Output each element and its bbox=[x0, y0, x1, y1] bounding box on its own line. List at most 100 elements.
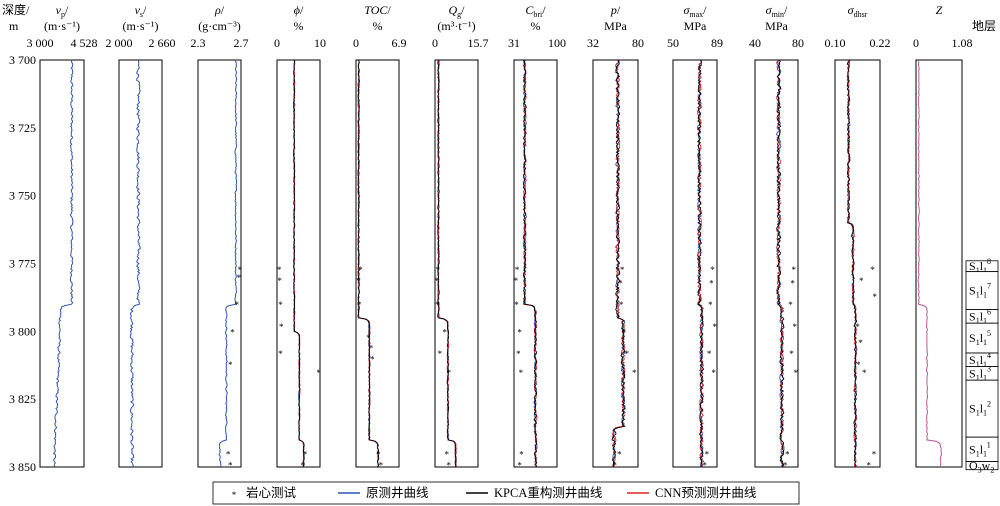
stratum-label: O3w2 bbox=[969, 459, 994, 475]
depth-unit-label: m bbox=[9, 19, 19, 33]
track-range-max: 89 bbox=[711, 36, 723, 50]
core-test-marker: * bbox=[862, 368, 867, 378]
legend-label: 原测井曲线 bbox=[366, 486, 429, 500]
legend-item: CNN预测测井曲线 bbox=[627, 486, 757, 500]
track-phi: ϕ/%0 10******** bbox=[274, 3, 326, 470]
track-range-max: 2.7 bbox=[234, 36, 249, 50]
core-test-marker: * bbox=[376, 449, 381, 459]
track-frame bbox=[434, 59, 479, 468]
core-test-marker: * bbox=[791, 265, 796, 275]
track-curves bbox=[611, 60, 626, 467]
track-vp: vp/(m·s⁻¹) 3 000 4 528 bbox=[27, 3, 98, 468]
legend-frame bbox=[212, 481, 800, 505]
core-test-marker: * bbox=[709, 278, 714, 288]
track-range-max: 80 bbox=[632, 36, 644, 50]
track-title: σmax/ bbox=[683, 3, 707, 19]
stratum-label: S1l12 bbox=[969, 400, 991, 418]
track-range-min: 50 bbox=[667, 36, 679, 50]
core-test-marker: * bbox=[434, 276, 439, 286]
core-test-marker: * bbox=[702, 460, 707, 470]
stratum-label: S1l14 bbox=[969, 351, 991, 369]
depth-axis: 深度/m 3 700 3 725 3 750 3 775 3 800 3 825 3 850 bbox=[2, 2, 36, 474]
stratum-box bbox=[965, 436, 999, 462]
track-range-max: 80 bbox=[792, 36, 804, 50]
legend-item: 原测井曲线 bbox=[338, 486, 429, 500]
depth-tick-label: 3 700 bbox=[9, 53, 36, 67]
track-curves bbox=[52, 60, 74, 467]
track-frame bbox=[276, 59, 321, 468]
track-title: σdhsr bbox=[848, 3, 868, 19]
legend-swatch-marker: * bbox=[232, 490, 237, 500]
core-test-marker: * bbox=[708, 300, 713, 310]
stratum-box bbox=[965, 271, 999, 311]
core-test-marker: * bbox=[617, 449, 622, 459]
stratum-label: S1l18 bbox=[969, 257, 991, 275]
core-test-marker: * bbox=[445, 449, 450, 459]
core-test-marker: * bbox=[622, 327, 627, 337]
core-test-marker: * bbox=[228, 360, 233, 370]
curve-kpca bbox=[293, 60, 305, 467]
track-curves bbox=[218, 60, 238, 467]
core-test-marker: * bbox=[277, 276, 282, 286]
core-test-marker: * bbox=[366, 333, 371, 343]
curve-cnn bbox=[696, 60, 705, 467]
core-test-marker: * bbox=[435, 300, 440, 310]
curve-kpca bbox=[437, 60, 457, 467]
core-test-marker: * bbox=[446, 460, 451, 470]
core-test-marker: * bbox=[435, 265, 440, 275]
depth-tick-label: 3 725 bbox=[9, 121, 36, 135]
track-title: TOC/ bbox=[364, 3, 391, 17]
depth-tick-label: 3 825 bbox=[9, 392, 36, 406]
core-test-marker: * bbox=[438, 349, 443, 359]
core-test-marker: * bbox=[316, 368, 321, 378]
core-test-marker: * bbox=[872, 449, 877, 459]
track-frame bbox=[672, 59, 718, 468]
track-title: Z bbox=[936, 3, 943, 17]
core-test-marker: * bbox=[357, 300, 362, 310]
track-frame bbox=[592, 59, 639, 468]
core-test-marker: * bbox=[788, 300, 793, 310]
track-title: σmin/ bbox=[766, 3, 788, 19]
depth-tick-label: 3 775 bbox=[9, 257, 36, 271]
track-qg: Qg/(m³·t⁻¹)0 15.7******** bbox=[432, 3, 489, 470]
core-test-marker: * bbox=[793, 322, 798, 332]
track-unit: (g·cm⁻³) bbox=[198, 19, 241, 33]
track-range-max: 2 660 bbox=[149, 36, 176, 50]
curve-kpca bbox=[776, 60, 785, 467]
core-test-marker: * bbox=[442, 327, 447, 337]
core-test-marker: * bbox=[705, 449, 710, 459]
core-test-marker: * bbox=[515, 265, 520, 275]
track-range-min: 3 000 bbox=[27, 36, 54, 50]
track-curves bbox=[293, 60, 305, 467]
track-unit: % bbox=[373, 19, 383, 33]
track-unit: (m³·t⁻¹) bbox=[437, 19, 475, 33]
core-test-marker: * bbox=[789, 349, 794, 359]
stratum-label: S1l16 bbox=[969, 307, 991, 325]
track-frame bbox=[513, 59, 558, 468]
core-test-marker: * bbox=[358, 265, 363, 275]
core-test-marker: * bbox=[228, 460, 233, 470]
core-test-marker: * bbox=[858, 338, 863, 348]
core-test-marker: * bbox=[301, 460, 306, 470]
track-frame bbox=[118, 59, 163, 468]
core-test-marker: * bbox=[278, 300, 283, 310]
track-unit: % bbox=[294, 19, 304, 33]
legend-label: CNN预测测井曲线 bbox=[655, 486, 757, 500]
stratum-box bbox=[965, 322, 999, 354]
stratum-box bbox=[965, 461, 999, 471]
track-unit: MPa bbox=[765, 19, 788, 33]
curve-original bbox=[52, 60, 74, 467]
core-test-marker: * bbox=[370, 354, 375, 364]
core-test-marker: * bbox=[632, 368, 637, 378]
core-test-marker: * bbox=[620, 265, 625, 275]
core-test-marker: * bbox=[873, 292, 878, 302]
legend-label: KPCA重构测井曲线 bbox=[494, 485, 603, 500]
core-test-marker: * bbox=[707, 349, 712, 359]
track-curves bbox=[437, 60, 457, 467]
stratum-label: S1l11 bbox=[969, 440, 991, 458]
depth-tick-label: 3 750 bbox=[9, 189, 36, 203]
core-test-marker: * bbox=[794, 368, 799, 378]
